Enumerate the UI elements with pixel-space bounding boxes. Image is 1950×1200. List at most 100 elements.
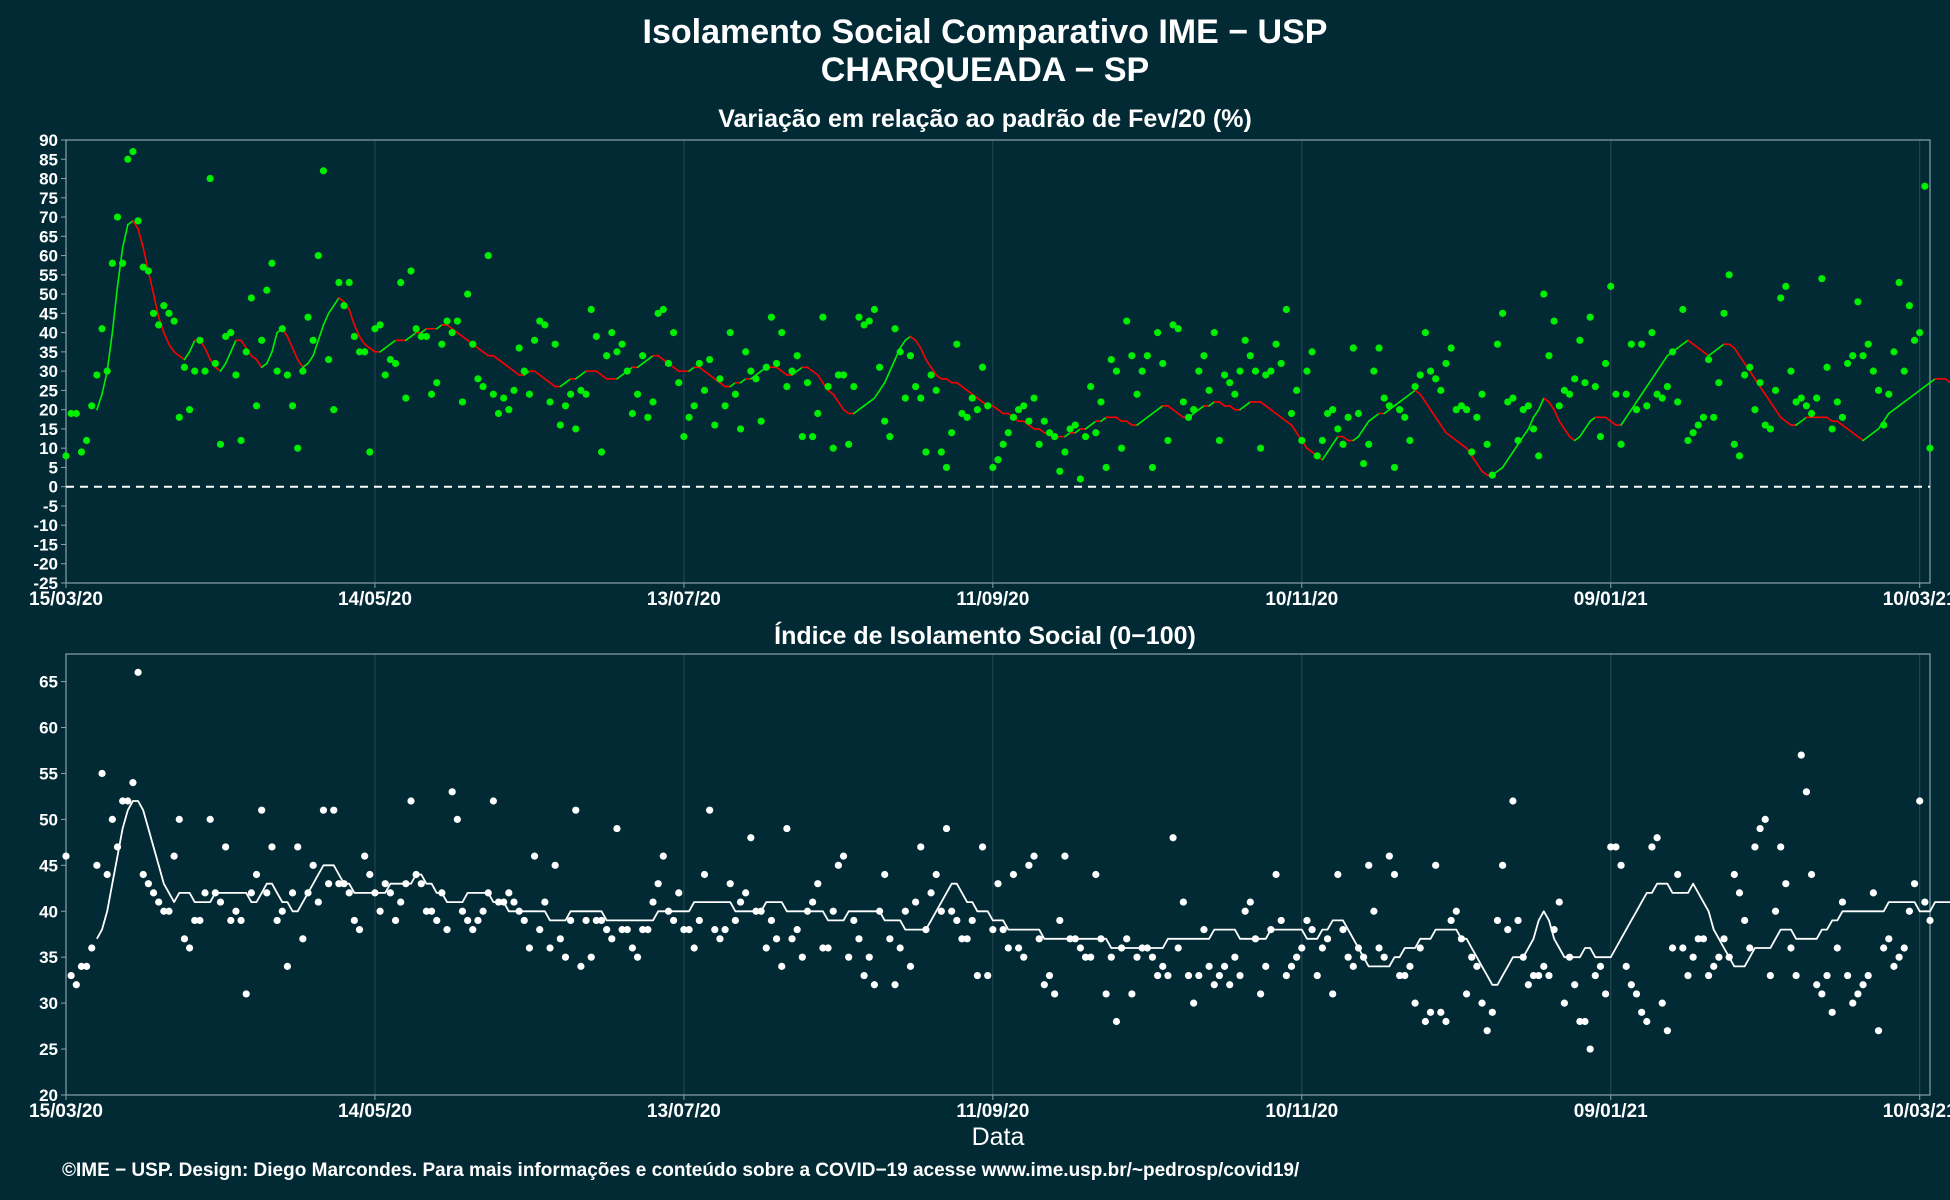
data-point xyxy=(1674,870,1682,879)
data-point xyxy=(1200,926,1208,934)
data-point xyxy=(875,907,884,915)
data-point xyxy=(1473,413,1481,421)
data-point xyxy=(736,425,745,433)
data-point xyxy=(783,382,791,391)
moving-average-segment xyxy=(1682,339,1689,345)
data-point xyxy=(412,870,420,879)
data-point xyxy=(994,880,1002,888)
moving-average-segment xyxy=(873,389,881,399)
data-point xyxy=(865,953,873,961)
y-tick-label: 80 xyxy=(39,170,58,189)
data-point xyxy=(1164,436,1172,445)
data-point xyxy=(1468,953,1476,961)
moving-average-segment xyxy=(1419,393,1427,403)
data-point xyxy=(345,278,353,287)
moving-average-segment xyxy=(1259,401,1267,407)
moving-average-segment xyxy=(544,378,551,384)
data-point xyxy=(247,889,255,897)
x-tick-label: 13/07/20 xyxy=(647,589,721,610)
moving-average-segment xyxy=(837,401,845,411)
data-point xyxy=(1210,981,1218,989)
moving-average-segment xyxy=(559,381,567,388)
data-point xyxy=(1066,935,1074,943)
x-tick-label: 14/05/20 xyxy=(338,1101,412,1122)
moving-average-segment xyxy=(1589,416,1597,423)
moving-average-segment xyxy=(595,370,603,376)
data-point xyxy=(149,309,158,317)
data-point xyxy=(1370,907,1378,915)
data-point xyxy=(1009,413,1018,421)
moving-average-segment xyxy=(1244,401,1252,407)
data-point xyxy=(1818,990,1826,998)
data-point xyxy=(1432,375,1440,383)
data-point xyxy=(1792,398,1800,406)
moving-average-segment xyxy=(152,293,160,319)
data-point xyxy=(1602,990,1610,998)
moving-average-segment xyxy=(997,408,1004,415)
moving-average-segment xyxy=(384,343,392,349)
moving-average-segment xyxy=(513,370,520,376)
data-point xyxy=(1674,398,1682,406)
data-point xyxy=(129,779,137,787)
moving-average-segment xyxy=(111,285,119,334)
data-point xyxy=(1329,406,1337,414)
data-point xyxy=(144,267,152,275)
data-point xyxy=(371,889,379,897)
data-point xyxy=(726,329,734,337)
data-point xyxy=(391,916,400,925)
moving-average-segment xyxy=(1795,420,1803,426)
data-point xyxy=(1246,352,1254,360)
data-point xyxy=(1030,394,1038,402)
data-point xyxy=(1761,421,1769,429)
data-point xyxy=(77,962,86,970)
moving-average-segment xyxy=(827,389,835,396)
data-point xyxy=(103,367,111,375)
moving-average-segment xyxy=(1625,408,1633,419)
y-tick-label: 30 xyxy=(39,994,58,1013)
data-point xyxy=(258,806,266,814)
moving-average-segment xyxy=(1476,462,1483,473)
data-point xyxy=(1689,429,1697,437)
data-point xyxy=(1756,824,1764,833)
data-point xyxy=(113,843,122,851)
data-point xyxy=(1081,433,1090,441)
moving-average-segment xyxy=(338,297,345,303)
data-point xyxy=(1550,926,1558,934)
data-point xyxy=(1154,329,1162,337)
moving-average-segment xyxy=(1228,404,1236,411)
moving-average-segment xyxy=(1841,424,1849,430)
data-point xyxy=(1375,944,1383,952)
moving-average-segment xyxy=(698,366,706,372)
moving-average-segment xyxy=(1579,428,1586,438)
data-point xyxy=(1535,971,1543,980)
data-point xyxy=(407,797,415,805)
data-point xyxy=(633,953,642,961)
data-point xyxy=(1267,926,1275,934)
data-point xyxy=(958,409,966,418)
data-point xyxy=(809,433,817,441)
moving-average-segment xyxy=(1893,404,1900,411)
y-tick-label: 10 xyxy=(39,439,58,458)
data-point xyxy=(1339,440,1347,448)
moving-average-segment xyxy=(1728,343,1736,349)
data-point xyxy=(1462,406,1471,414)
data-point xyxy=(1061,448,1069,456)
data-point xyxy=(1622,962,1630,970)
data-point xyxy=(1643,402,1651,410)
data-point xyxy=(1426,367,1435,375)
data-point xyxy=(829,907,837,915)
data-point xyxy=(1416,944,1424,952)
data-point xyxy=(340,880,348,888)
data-point xyxy=(690,402,698,410)
data-point xyxy=(881,417,889,425)
moving-average-segment xyxy=(1275,412,1283,419)
data-point xyxy=(422,907,431,915)
data-point xyxy=(196,336,204,344)
data-point xyxy=(675,889,683,897)
data-point xyxy=(1864,340,1872,348)
data-point xyxy=(752,907,760,915)
moving-average-segment xyxy=(1630,401,1638,411)
data-point xyxy=(1900,367,1908,375)
data-point xyxy=(582,916,590,925)
data-point xyxy=(330,806,338,814)
